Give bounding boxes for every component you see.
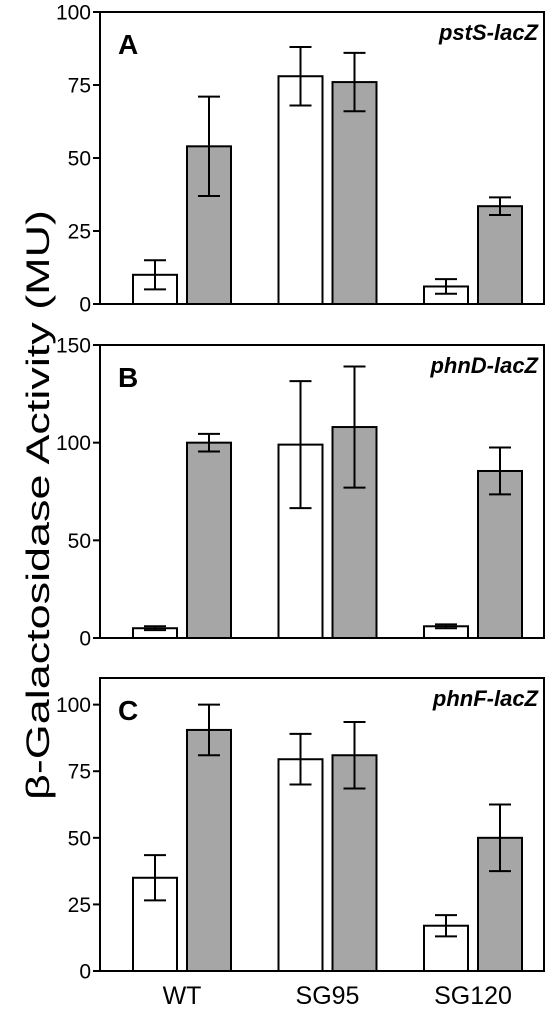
panel-b: 0 50 100 150 B phnD-lacZ (56, 335, 545, 651)
y-tick-label: 75 (68, 75, 91, 98)
panel-letter: B (118, 362, 138, 393)
x-axis-categories: WT SG95 SG120 (163, 982, 512, 1009)
error-bar (489, 803, 511, 873)
error-bar (343, 51, 366, 113)
bar (331, 81, 378, 305)
panel-title: phnF-lacZ (432, 686, 540, 711)
plot-frame (99, 677, 545, 972)
y-tick-label: 25 (68, 221, 91, 244)
y-tick-label: 100 (56, 2, 91, 25)
plot-frame (99, 11, 545, 305)
error-bar (343, 720, 366, 790)
panel-letter: C (118, 695, 138, 726)
y-tick-label: 100 (56, 694, 91, 717)
bar (186, 441, 232, 639)
error-bar (489, 446, 511, 496)
error-bar (198, 432, 220, 453)
error-bar (489, 196, 511, 216)
y-tick-label: 150 (56, 335, 91, 358)
error-bar (144, 854, 166, 902)
error-bar (435, 914, 457, 938)
bar (277, 758, 324, 972)
bar (477, 469, 523, 639)
y-tick-label: 0 (79, 294, 91, 317)
error-bar (198, 703, 220, 757)
y-tick-label: 50 (68, 530, 91, 553)
error-bar (289, 732, 312, 786)
y-tick-label: 100 (56, 432, 91, 455)
bar (477, 205, 523, 305)
panel-a: 0 25 50 75 100 A pstS-lacZ (56, 2, 545, 317)
error-bar (435, 623, 457, 630)
bar (277, 75, 324, 305)
error-bar (144, 259, 166, 291)
y-tick-label: 50 (68, 148, 91, 171)
plot-frame (99, 344, 545, 639)
error-bar (343, 365, 366, 489)
x-category-label: WT (163, 982, 202, 1009)
y-tick-label: 0 (79, 628, 91, 651)
x-category-label: SG95 (296, 982, 360, 1009)
error-bar (435, 278, 457, 295)
panel-title: phnD-lacZ (429, 353, 539, 378)
panel-title: pstS-lacZ (438, 20, 540, 45)
y-tick-label: 25 (68, 894, 91, 917)
error-bar (289, 46, 312, 107)
y-tick-label: 0 (79, 961, 91, 984)
x-category-label: SG120 (434, 982, 512, 1009)
error-bar (144, 625, 166, 632)
y-axis-label: β-Galactosidase Activity (MU) (20, 210, 56, 800)
y-tick-label: 75 (68, 761, 91, 784)
error-bar (198, 95, 220, 197)
y-tick-label: 50 (68, 827, 91, 850)
panel-letter: A (118, 29, 138, 60)
bar (186, 728, 232, 973)
error-bar (289, 380, 312, 510)
